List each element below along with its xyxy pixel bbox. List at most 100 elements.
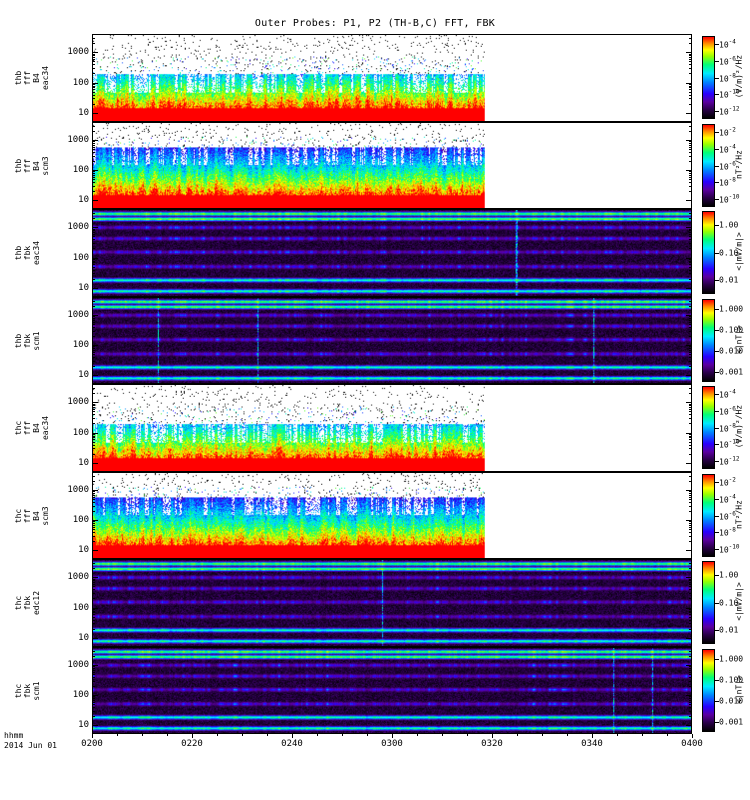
y-tick-mark [92, 345, 98, 346]
y-minor-tick [92, 234, 95, 235]
y-minor-tick [689, 350, 692, 351]
y-minor-tick [689, 617, 692, 618]
y-tick-mark [686, 200, 692, 201]
y-minor-tick [92, 568, 95, 569]
x-tick-label: 0340 [581, 739, 603, 749]
y-minor-tick [92, 614, 95, 615]
y-minor-tick [92, 629, 95, 630]
y-tick-label: 100 [72, 340, 89, 350]
colorbar-tick-label: 10-8 [719, 526, 736, 538]
x-tick-mark [192, 734, 193, 738]
y-minor-tick [92, 318, 95, 319]
y-minor-tick [92, 248, 95, 249]
x-tick-label: 0320 [481, 739, 503, 749]
y-minor-tick [92, 681, 95, 682]
y-minor-tick [689, 476, 692, 477]
y-minor-tick [92, 273, 95, 274]
y-minor-tick [92, 89, 95, 90]
y-minor-tick [92, 232, 95, 233]
y-minor-tick [689, 68, 692, 69]
y-minor-tick [92, 523, 95, 524]
panel-image [93, 35, 691, 121]
spectrogram-panel-3[interactable] [92, 209, 692, 297]
y-minor-tick [689, 267, 692, 268]
colorbar-tick-label: 10-4 [719, 493, 736, 505]
y-minor-tick [689, 318, 692, 319]
y-minor-tick [689, 84, 692, 85]
x-axis: 0200 0220 0240 0300 0320 0340 0400 [81, 734, 703, 760]
y-minor-tick [92, 316, 95, 317]
spectrogram-panel-4[interactable] [92, 297, 692, 384]
colorbar-gradient [703, 562, 714, 643]
colorbar-3 [702, 211, 715, 294]
y-minor-tick [689, 59, 692, 60]
y-minor-tick [689, 418, 692, 419]
y-tick-mark [92, 463, 98, 464]
y-minor-tick [689, 589, 692, 590]
spectrogram-panel-1[interactable] [92, 34, 692, 122]
y-minor-tick [92, 700, 95, 701]
y-tick-label: 1000 [67, 135, 89, 146]
y-minor-tick [92, 439, 95, 440]
y-minor-tick [689, 182, 692, 183]
panel-image [93, 560, 691, 646]
x-minor-tick [267, 734, 268, 736]
x-minor-tick [467, 734, 468, 736]
y-minor-tick [92, 38, 95, 39]
colorbar-tick-mark [715, 111, 719, 112]
y-tick-mark [92, 200, 98, 201]
y-tick-label: 1000 [67, 310, 89, 321]
y-tick-mark [686, 258, 692, 259]
y-minor-tick [689, 668, 692, 669]
colorbar-tick-mark [715, 428, 719, 429]
spectrogram-panel-2[interactable] [92, 122, 692, 209]
y-minor-tick [92, 525, 95, 526]
y-minor-tick [92, 141, 95, 142]
y-minor-tick [689, 43, 692, 44]
y-minor-tick [92, 239, 95, 240]
y-minor-tick [92, 411, 95, 412]
colorbar-tick-mark [715, 61, 719, 62]
y-minor-tick [689, 656, 692, 657]
colorbar-tick-label: 10-6 [719, 510, 736, 521]
y-minor-tick [92, 126, 95, 127]
colorbar-tick-mark [715, 149, 719, 150]
x-tick-mark [492, 734, 493, 738]
y-minor-tick [92, 173, 95, 174]
colorbar-tick-mark [715, 482, 719, 483]
spectrogram-panel-8[interactable] [92, 647, 692, 734]
x-tick-mark [592, 734, 593, 738]
y-minor-tick [92, 324, 95, 325]
y-minor-tick [92, 306, 95, 307]
y-minor-tick [689, 411, 692, 412]
y-minor-tick [92, 593, 95, 594]
y-minor-tick [689, 38, 692, 39]
y-tick-label: 10 [78, 107, 89, 118]
y-minor-tick [92, 436, 95, 437]
y-minor-tick [92, 131, 95, 132]
spectrogram-panel-7[interactable] [92, 559, 692, 647]
y-tick-mark [686, 315, 692, 316]
y-minor-tick [92, 445, 95, 446]
colorbar-tick-mark [715, 659, 719, 660]
y-minor-tick [689, 73, 692, 74]
panel-label-thc-fbk-scm1: thc fbk scm1 [14, 680, 41, 701]
y-tick-mark [686, 608, 692, 609]
y-minor-tick [92, 491, 95, 492]
spectrogram-panel-6[interactable] [92, 472, 692, 559]
y-minor-tick [689, 579, 692, 580]
y-tick-mark [92, 140, 98, 141]
colorbar-tick-label: 0.100 [719, 325, 744, 335]
colorbar-tick-label: 10-6 [719, 160, 736, 171]
y-minor-tick [92, 366, 95, 367]
y-minor-tick [92, 68, 95, 69]
y-tick-mark [686, 638, 692, 639]
x-minor-tick [367, 734, 368, 736]
y-minor-tick [689, 354, 692, 355]
y-minor-tick [689, 495, 692, 496]
y-minor-tick [92, 672, 95, 673]
colorbar-1 [702, 36, 715, 119]
spectrogram-panel-5[interactable] [92, 384, 692, 472]
y-minor-tick [92, 495, 95, 496]
colorbar-tick-label: 10-8 [719, 176, 736, 188]
